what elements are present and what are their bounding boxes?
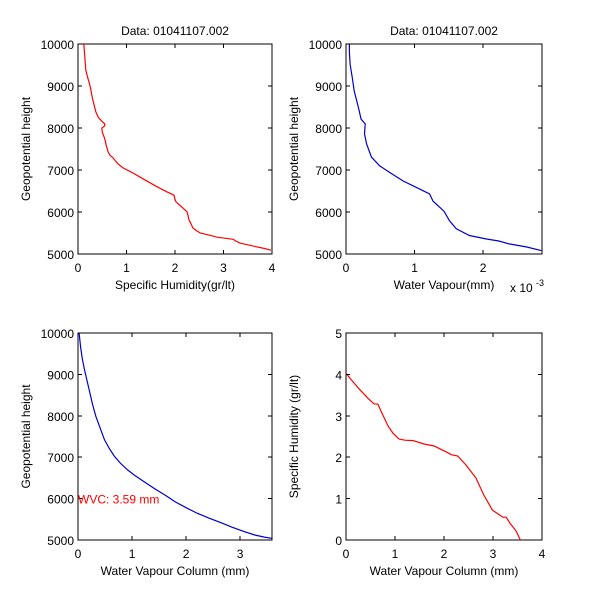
chart-panel-humidity-vs-column: 0 1 2 3 4 0 1 2 3 4 5 Water Vapour Column (mm) Speci… (287, 327, 546, 578)
series-line-0 (78, 332, 272, 539)
y-tick-label: 2 (335, 451, 342, 465)
y-tick-label: 9000 (315, 80, 342, 94)
axes-box (345, 332, 543, 541)
x-tick-label: 1 (411, 261, 418, 275)
y-axis-label: Specific Humidity (gr/lt) (287, 375, 301, 498)
y-tick-label: 7000 (47, 451, 74, 465)
x-tick-label: 4 (539, 547, 546, 561)
x-axis-multiplier: x 10 (510, 281, 533, 295)
y-tick-label: 9000 (47, 368, 74, 382)
y-tick-label: 10000 (41, 327, 75, 341)
x-tick-label: 0 (75, 547, 82, 561)
x-tick-label: 0 (343, 547, 350, 561)
axes-box (77, 43, 273, 255)
x-tick-label: 0 (75, 261, 82, 275)
x-axis-exponent: -3 (536, 278, 544, 288)
x-tick-label: 2 (183, 547, 190, 561)
y-tick-label: 5000 (47, 534, 74, 548)
y-axis-label: Geopotential height (287, 96, 301, 201)
series-line-0 (345, 372, 521, 541)
y-tick-label: 8000 (47, 122, 74, 136)
y-tick-label: 8000 (315, 122, 342, 136)
y-tick-label: 10000 (309, 38, 343, 52)
y-axis-label: Geopotential height (19, 384, 33, 489)
y-tick-label: 6000 (47, 206, 74, 220)
chart-title: Data: 01041107.002 (121, 24, 229, 38)
y-tick-label: 4 (335, 368, 342, 382)
x-tick-label: 3 (237, 547, 244, 561)
y-tick-label: 6000 (47, 493, 74, 507)
x-axis-label: Water Vapour Column (mm) (370, 564, 519, 578)
x-tick-label: 1 (392, 547, 399, 561)
y-tick-label: 10000 (41, 38, 75, 52)
x-axis-label: Water Vapour Column (mm) (101, 564, 250, 578)
y-tick-label: 7000 (47, 164, 74, 178)
y-tick-label: 5000 (47, 248, 74, 262)
x-axis-label: Specific Humidity(gr/lt) (115, 278, 235, 292)
y-tick-label: 3 (335, 410, 342, 424)
y-tick-label: 9000 (47, 80, 74, 94)
x-axis-label: Water Vapour(mm) (394, 278, 495, 292)
x-tick-label: 0 (343, 261, 350, 275)
series-line-0 (348, 44, 542, 252)
x-tick-label: 1 (123, 261, 130, 275)
axes-box (77, 332, 273, 541)
series-line-0 (83, 43, 272, 251)
x-tick-label: 3 (490, 547, 497, 561)
y-tick-label: 0 (335, 534, 342, 548)
y-tick-label: 1 (335, 493, 342, 507)
x-tick-label: 2 (441, 547, 448, 561)
x-tick-label: 3 (220, 261, 227, 275)
x-tick-label: 2 (480, 261, 487, 275)
axes-box (345, 43, 543, 255)
chart-title: Data: 01041107.002 (390, 24, 498, 38)
y-tick-label: 8000 (47, 410, 74, 424)
x-tick-label: 4 (269, 261, 276, 275)
x-tick-label: 1 (129, 547, 136, 561)
chart-panel-water-vapour-column-height: 0 1 2 3 5000 6000 7000 8000 9000 10000 Water Vapou… (19, 327, 273, 578)
chart-panel-specific-humidity-profile: 0 1 2 3 4 5000 6000 7000 8000 9000 10000 Specific H… (19, 24, 276, 292)
y-axis-label: Geopotential height (19, 96, 33, 201)
x-tick-label: 2 (172, 261, 179, 275)
wvc-annotation: WVC: 3.59 mm (78, 493, 159, 507)
y-tick-label: 6000 (315, 206, 342, 220)
y-tick-label: 5 (335, 327, 342, 341)
y-tick-label: 7000 (315, 164, 342, 178)
y-tick-label: 5000 (315, 248, 342, 262)
chart-panel-water-vapour-profile: 0 1 2 5000 6000 7000 8000 9000 10000 Water Vapour… (287, 24, 544, 295)
